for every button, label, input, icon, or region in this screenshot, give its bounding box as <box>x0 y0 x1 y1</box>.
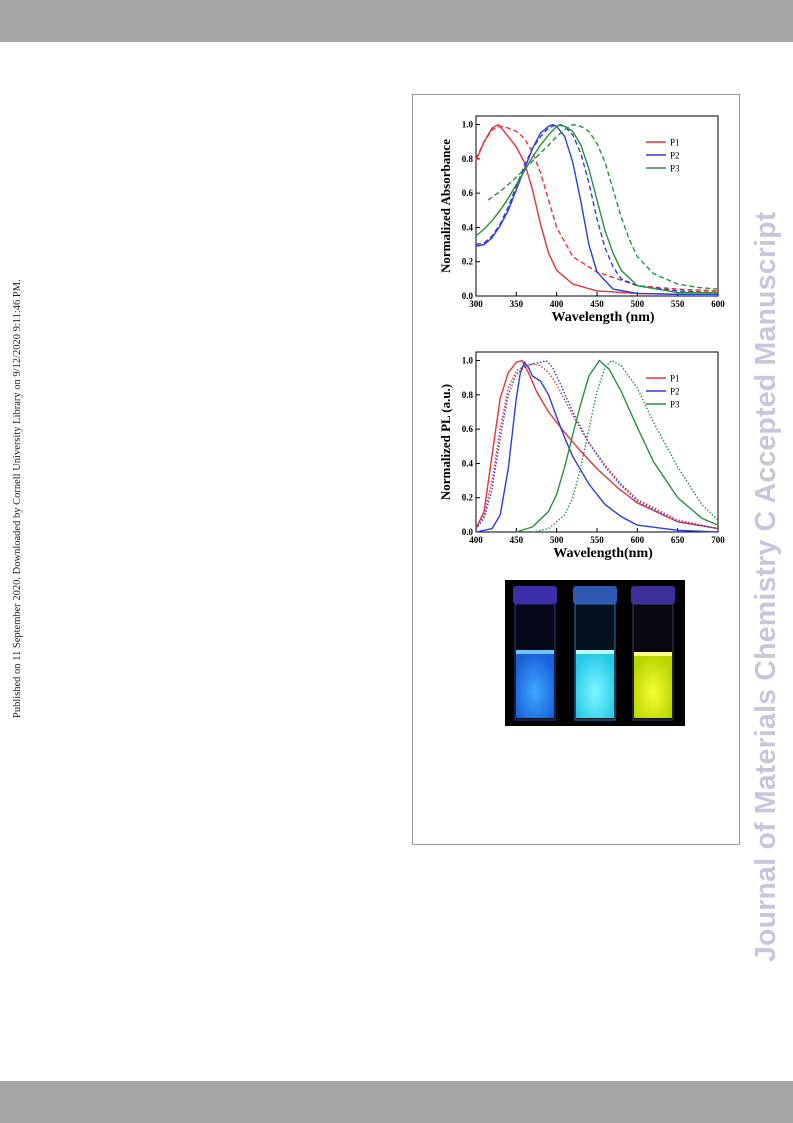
y-tick-label: 0.0 <box>462 291 474 301</box>
series-line-p3-dotted <box>532 359 719 533</box>
x-tick-label: 350 <box>510 299 524 309</box>
x-tick-label: 500 <box>550 535 564 545</box>
y-axis-label: Normalized PL (a.u.) <box>438 384 453 500</box>
legend-label: P2 <box>670 387 680 397</box>
x-axis-label: Wavelength (nm) <box>551 310 654 325</box>
y-tick-label: 0.8 <box>462 390 474 400</box>
x-tick-label: 550 <box>590 535 604 545</box>
plot-frame <box>475 351 719 533</box>
y-axis-label: Normalized Absorbance <box>438 139 453 273</box>
y-tick-label: 0.4 <box>462 458 474 468</box>
y-tick-label: 1.0 <box>462 120 474 130</box>
series-line-p3-solid <box>516 359 719 533</box>
x-tick-label: 450 <box>590 299 604 309</box>
y-tick-label: 0.8 <box>462 154 474 164</box>
x-tick-label: 650 <box>671 535 685 545</box>
x-tick-label: 300 <box>469 299 483 309</box>
x-tick-label: 550 <box>671 299 685 309</box>
series-line-p2-solid <box>475 360 719 533</box>
x-axis-label: Wavelength(nm) <box>553 546 653 561</box>
x-tick-label: 600 <box>631 535 645 545</box>
series-line-p3-solid <box>475 123 718 294</box>
header-bar <box>0 0 793 42</box>
y-tick-label: 0.6 <box>462 188 474 198</box>
series-line-p1-dotted <box>475 363 719 530</box>
series-line-p2-dashed <box>475 123 719 294</box>
absorbance-chart: 300 350 400 450 500 550 600 0.0 0.2 0.4 0.6 0.8 1.0 W… <box>438 115 725 325</box>
y-tick-label: 0.2 <box>462 257 474 267</box>
legend-label: P3 <box>670 400 680 410</box>
x-tick-label: 400 <box>469 535 483 545</box>
publication-note-text: Published on 11 September 2020. Download… <box>12 279 23 718</box>
legend-label: P1 <box>670 374 680 384</box>
vial-p3 <box>631 586 675 721</box>
series-line-p2-dotted <box>475 359 719 530</box>
series-line-p1-solid <box>475 123 718 296</box>
series-line-p1-dashed <box>475 125 719 292</box>
x-tick-label: 700 <box>711 535 725 545</box>
series-line-p3-dashed <box>487 123 719 290</box>
legend-label: P1 <box>670 138 680 148</box>
vials-illustration <box>513 586 675 721</box>
journal-watermark-text: Journal of Materials Chemistry C Accepte… <box>750 211 782 962</box>
vials-photo <box>505 580 685 726</box>
series-line-p2-solid <box>475 123 718 296</box>
x-tick-label: 500 <box>631 299 645 309</box>
y-tick-label: 0.6 <box>462 424 474 434</box>
y-tick-label: 0.0 <box>462 527 474 537</box>
y-tick-label: 0.4 <box>462 222 474 232</box>
x-tick-label: 600 <box>711 299 725 309</box>
vial-p2 <box>573 586 617 721</box>
footer-bar <box>0 1081 793 1123</box>
vial-p1 <box>513 586 557 721</box>
y-tick-label: 1.0 <box>462 356 474 366</box>
series-line-p1-solid <box>475 359 719 530</box>
x-tick-label: 400 <box>550 299 564 309</box>
pl-chart: 400 450 500 550 600 650 700 0.0 0.2 0.4 0.6 0.8 1.0 W… <box>438 351 725 561</box>
legend-label: P2 <box>670 151 680 161</box>
y-tick-label: 0.2 <box>462 493 474 503</box>
legend-label: P3 <box>670 164 680 174</box>
x-tick-label: 450 <box>510 535 524 545</box>
